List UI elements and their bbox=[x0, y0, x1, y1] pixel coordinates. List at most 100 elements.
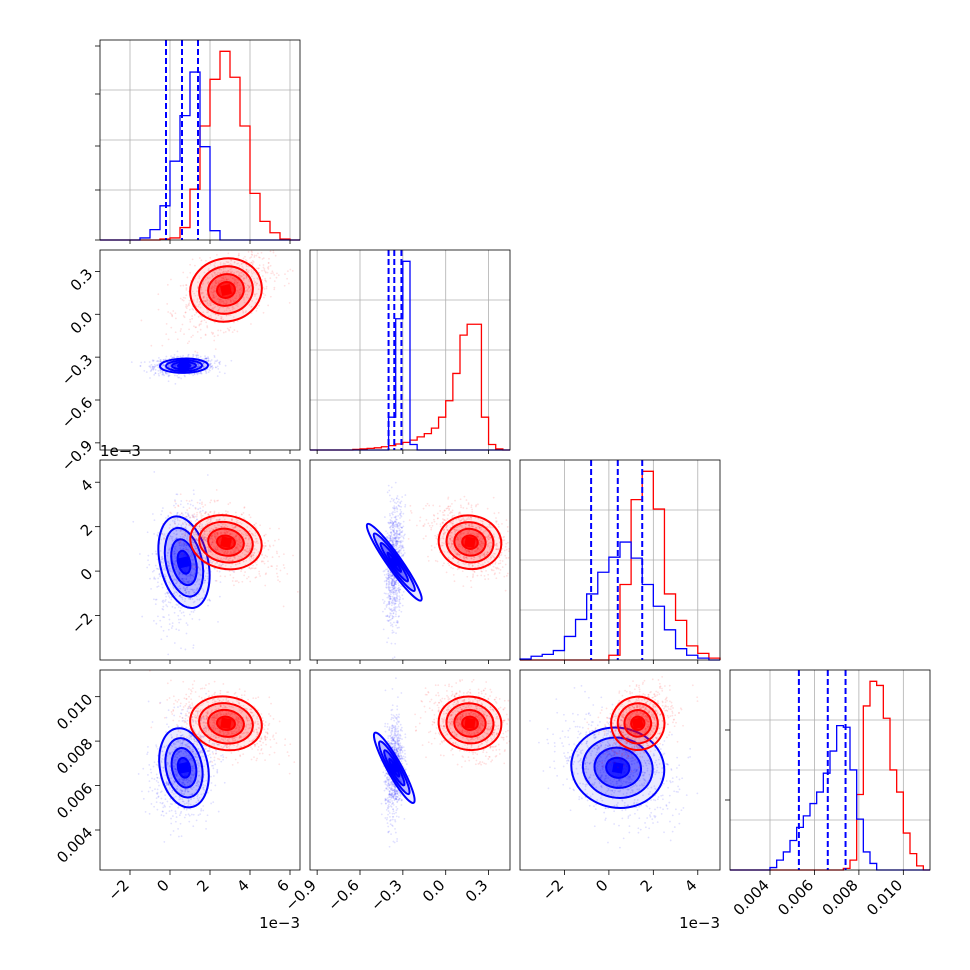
scatter-point bbox=[168, 565, 170, 568]
scatter-point bbox=[174, 578, 177, 581]
scatter-point bbox=[394, 581, 397, 584]
scatter-point bbox=[387, 586, 390, 589]
scatter-point bbox=[225, 300, 228, 302]
scatter-point bbox=[400, 541, 403, 544]
scatter-point bbox=[214, 526, 217, 529]
scatter-point bbox=[176, 350, 179, 353]
scatter-point bbox=[166, 372, 169, 375]
scatter-point bbox=[391, 584, 394, 587]
scatter-point bbox=[206, 325, 209, 327]
scatter-point bbox=[392, 584, 395, 587]
scatter-point bbox=[397, 504, 400, 507]
scatter-point bbox=[223, 532, 226, 535]
scatter-point bbox=[166, 283, 169, 286]
scatter-point bbox=[455, 529, 458, 532]
scatter-point bbox=[234, 525, 237, 528]
scatter-point bbox=[194, 515, 196, 518]
scatter-point bbox=[172, 586, 175, 589]
scatter-point bbox=[262, 257, 265, 260]
scatter-point bbox=[232, 305, 234, 308]
scatter-point bbox=[392, 615, 395, 618]
scatter-point bbox=[390, 516, 393, 519]
scatter-point bbox=[243, 517, 245, 520]
scatter-point bbox=[229, 276, 232, 278]
scatter-point bbox=[253, 523, 256, 526]
scatter-point bbox=[390, 597, 392, 600]
scatter-point bbox=[497, 548, 500, 550]
scatter-point bbox=[192, 374, 195, 377]
scatter-point bbox=[223, 302, 226, 305]
scatter-point bbox=[275, 550, 278, 553]
scatter-point bbox=[190, 365, 193, 368]
scatter-point bbox=[402, 597, 404, 600]
scatter-point bbox=[269, 295, 272, 298]
scatter-point bbox=[236, 554, 239, 557]
scatter-point bbox=[216, 309, 219, 312]
scatter-point bbox=[201, 539, 204, 542]
scatter-point bbox=[213, 362, 216, 365]
scatter-point bbox=[188, 516, 191, 519]
scatter-point bbox=[167, 380, 170, 383]
scatter-point bbox=[243, 277, 246, 280]
scatter-point bbox=[232, 298, 234, 301]
scatter-point bbox=[398, 598, 401, 601]
scatter-point bbox=[250, 556, 253, 559]
scatter-point bbox=[386, 568, 389, 571]
scatter-point bbox=[235, 546, 237, 549]
scatter-point bbox=[224, 331, 227, 333]
scatter-point bbox=[239, 542, 242, 544]
scatter-point bbox=[393, 580, 396, 583]
scatter-point bbox=[236, 281, 239, 284]
scatter-point bbox=[236, 563, 239, 565]
scatter-point bbox=[279, 569, 282, 572]
scatter-point bbox=[178, 541, 180, 544]
scatter-point bbox=[235, 518, 238, 520]
scatter-point bbox=[399, 598, 401, 601]
scatter-point bbox=[446, 529, 449, 531]
scatter-point bbox=[179, 587, 182, 590]
scatter-point bbox=[184, 648, 187, 651]
scatter-point bbox=[219, 558, 222, 561]
scatter-point bbox=[152, 366, 155, 368]
scatter-point bbox=[387, 574, 390, 577]
scatter-point bbox=[495, 544, 498, 547]
scatter-point bbox=[216, 499, 218, 502]
scatter-point bbox=[196, 513, 198, 516]
scatter-point bbox=[391, 578, 394, 581]
contour-line bbox=[189, 257, 263, 323]
scatter-point bbox=[242, 279, 245, 281]
scatter-point bbox=[235, 564, 237, 566]
scatter-point bbox=[196, 533, 199, 536]
scatter-point bbox=[267, 265, 270, 268]
scatter-point bbox=[223, 529, 226, 532]
scatter-point bbox=[394, 540, 397, 543]
scatter-point bbox=[169, 363, 172, 365]
scatter-point bbox=[395, 505, 398, 508]
scatter-point bbox=[199, 510, 202, 513]
scatter-point bbox=[234, 557, 236, 560]
scatter-point bbox=[189, 573, 192, 576]
scatter-point bbox=[206, 299, 209, 302]
scatter-point bbox=[258, 256, 261, 259]
panel-p2-p3 bbox=[309, 459, 511, 661]
scatter-point bbox=[217, 272, 219, 274]
scatter-point bbox=[228, 298, 230, 301]
scatter-point bbox=[390, 612, 393, 615]
scatter-point bbox=[175, 530, 178, 532]
scatter-point bbox=[268, 257, 270, 260]
scatter-point bbox=[199, 302, 202, 305]
scatter-point bbox=[204, 511, 207, 513]
scatter-point bbox=[183, 544, 186, 547]
scatter-point bbox=[224, 263, 226, 265]
scatter-point bbox=[237, 543, 240, 546]
scatter-point bbox=[397, 524, 399, 527]
scatter-point bbox=[190, 571, 193, 574]
density-peak bbox=[220, 536, 232, 549]
scatter-point bbox=[245, 265, 248, 268]
scatter-point bbox=[172, 579, 175, 582]
scatter-point bbox=[394, 590, 397, 593]
scatter-point bbox=[255, 254, 258, 257]
scatter-point bbox=[221, 523, 224, 526]
scatter-point bbox=[198, 275, 201, 278]
scatter-point bbox=[191, 258, 194, 261]
